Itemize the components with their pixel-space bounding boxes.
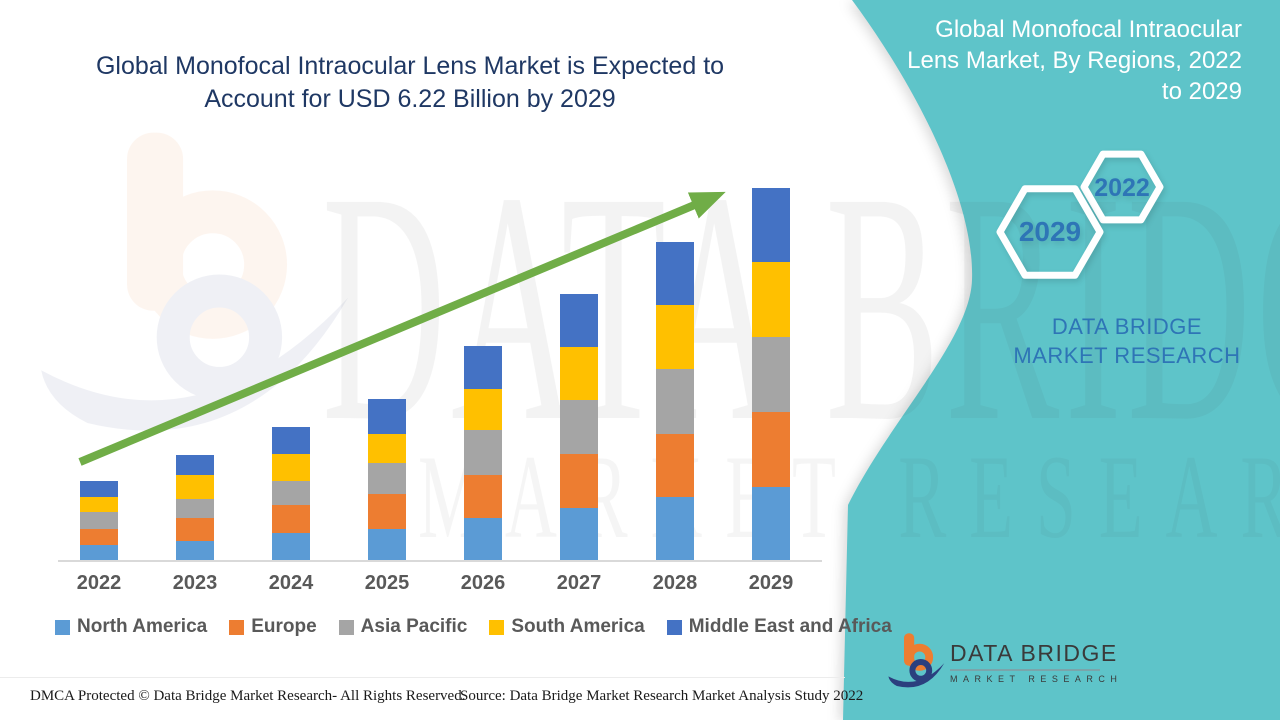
bar-2028-europe	[656, 433, 694, 497]
bar-2022-north-america	[80, 544, 118, 561]
bar-2024-north-america	[272, 532, 310, 561]
side-panel-brand-text: DATA BRIDGE MARKET RESEARCH	[1013, 314, 1241, 368]
logo-name: DATA BRIDGE	[950, 640, 1118, 666]
bar-2023-south-america	[176, 475, 214, 499]
bar-2023-north-america	[176, 540, 214, 561]
x-axis-label-2024: 2024	[268, 572, 314, 594]
hexagon-2022: 2022	[1080, 150, 1164, 224]
legend-item-middle-east-and-africa: Middle East and Africa	[666, 616, 892, 638]
bar-2022-south-america	[80, 496, 118, 512]
legend-swatch-south-america	[489, 619, 505, 635]
hexagon-2029-label: 2029	[1019, 216, 1081, 247]
bar-2027-middle-east-and-africa	[560, 294, 598, 348]
bar-2029-europe	[752, 411, 790, 487]
x-axis-label-2028: 2028	[652, 572, 698, 594]
bar-2029-south-america	[752, 262, 790, 338]
legend-label-south-america: South America	[511, 616, 645, 637]
bar-2025-europe	[368, 494, 406, 529]
legend-label-middle-east-and-africa: Middle East and Africa	[688, 616, 892, 637]
footer-dmca-text: DMCA Protected © Data Bridge Market Rese…	[30, 688, 466, 704]
legend-label-asia-pacific: Asia Pacific	[360, 616, 468, 637]
legend-swatch-north-america	[55, 619, 70, 635]
legend-swatch-asia-pacific	[338, 619, 354, 635]
footer-divider	[0, 677, 845, 678]
legend-item-south-america: South America	[489, 616, 645, 638]
bar-2026-south-america	[464, 389, 502, 431]
bar-2024-europe	[272, 504, 310, 533]
bar-2025-middle-east-and-africa	[368, 399, 406, 434]
bar-2025-north-america	[368, 528, 406, 561]
x-axis-label-2027: 2027	[556, 572, 602, 594]
bar-2023-middle-east-and-africa	[176, 454, 214, 476]
bar-2028-south-america	[656, 305, 694, 369]
legend-label-europe: Europe	[251, 616, 317, 637]
bar-2025-south-america	[368, 433, 406, 463]
bar-2027-north-america	[560, 507, 598, 561]
bar-2027-europe	[560, 453, 598, 508]
bar-2028-middle-east-and-africa	[656, 241, 694, 306]
logo-icon	[886, 628, 946, 696]
bar-2029-north-america	[752, 486, 790, 561]
legend-item-asia-pacific: Asia Pacific	[338, 616, 468, 638]
x-axis-label-2025: 2025	[364, 572, 410, 594]
legend-item-north-america: North America	[55, 616, 207, 638]
legend-label-north-america: North America	[77, 616, 208, 637]
teal-curved-panel	[843, 0, 1280, 720]
legend-swatch-middle-east-and-africa	[666, 619, 682, 635]
bar-2022-europe	[80, 528, 118, 545]
legend-item-europe: Europe	[229, 616, 317, 638]
bar-2029-asia-pacific	[752, 337, 790, 412]
logo-divider	[950, 669, 1100, 671]
bar-2027-asia-pacific	[560, 400, 598, 454]
logo-text-block: DATA BRIDGE MARKET RESEARCH	[950, 640, 1123, 684]
x-axis-line	[58, 560, 822, 562]
bar-2023-asia-pacific	[176, 498, 214, 519]
bar-2028-north-america	[656, 496, 694, 561]
bar-2024-asia-pacific	[272, 480, 310, 505]
legend-swatch-europe	[229, 619, 245, 635]
hexagon-2022-label: 2022	[1094, 174, 1150, 202]
x-axis-label-2022: 2022	[76, 572, 122, 594]
footer-source-text: Source: Data Bridge Market Research Mark…	[460, 688, 864, 704]
bar-2028-asia-pacific	[656, 369, 694, 434]
chart-title: Global Monofocal Intraocular Lens Market…	[95, 52, 725, 113]
x-axis-label-2026: 2026	[460, 572, 506, 594]
bar-2024-south-america	[272, 454, 310, 481]
bar-2026-europe	[464, 474, 502, 518]
bar-2023-europe	[176, 518, 214, 541]
bar-2027-south-america	[560, 347, 598, 401]
chart-legend: North America Europe Asia Pacific South Ame…	[55, 616, 892, 638]
bar-2026-asia-pacific	[464, 430, 502, 475]
bar-2025-asia-pacific	[368, 462, 406, 495]
bar-2026-middle-east-and-africa	[464, 345, 502, 390]
side-panel-heading: Global Monofocal Intraocular Lens Market…	[907, 16, 1242, 105]
x-axis-label-2023: 2023	[172, 572, 218, 594]
bar-2026-north-america	[464, 517, 502, 561]
logo-tagline: MARKET RESEARCH	[950, 674, 1123, 684]
hexagon-2029: 2029	[996, 185, 1104, 279]
bar-2022-asia-pacific	[80, 511, 118, 529]
x-axis-label-2029: 2029	[748, 572, 794, 594]
bar-2022-middle-east-and-africa	[80, 481, 118, 497]
bar-2029-middle-east-and-africa	[752, 187, 790, 263]
